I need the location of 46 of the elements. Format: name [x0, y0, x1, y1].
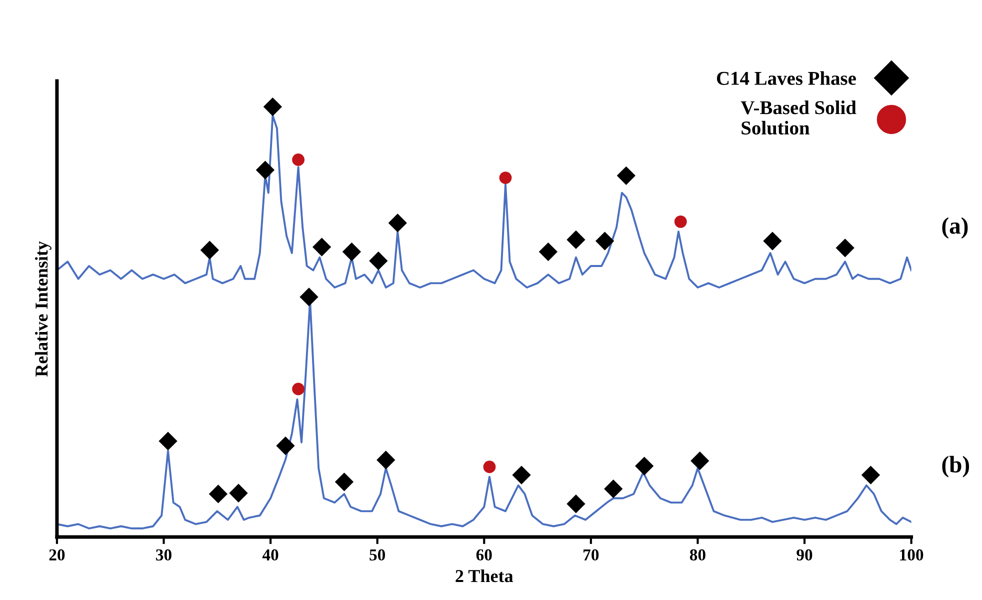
point	[836, 238, 854, 258]
point	[208, 484, 228, 504]
text: (b)	[942, 456, 970, 478]
x-tick-label: 20	[49, 549, 65, 561]
point	[690, 452, 710, 470]
point	[292, 382, 305, 396]
legend-label: V-Based Solid Solution	[740, 100, 856, 135]
point	[376, 450, 396, 470]
x-tick-label: 30	[156, 549, 172, 561]
point	[635, 456, 654, 476]
point	[276, 436, 295, 456]
point	[200, 240, 219, 260]
x-tick-label: 100	[900, 549, 924, 561]
point	[538, 242, 558, 262]
point	[292, 154, 305, 166]
point	[604, 480, 623, 498]
point	[566, 494, 586, 514]
point	[256, 160, 275, 180]
x-tick-label: 40	[262, 549, 278, 561]
point	[861, 466, 880, 484]
point	[566, 230, 586, 250]
point	[616, 166, 636, 185]
x-tick-label: 50	[370, 549, 386, 561]
point	[158, 432, 178, 450]
point	[674, 215, 687, 228]
point	[263, 97, 282, 116]
point	[388, 214, 407, 232]
point	[229, 484, 248, 502]
point	[763, 232, 782, 250]
x-tick-label: 90	[796, 549, 812, 561]
x-tick-label: 80	[690, 549, 706, 561]
x-axis-title: 2 Theta	[456, 569, 514, 582]
point	[369, 252, 388, 270]
point	[312, 238, 332, 256]
point	[342, 242, 362, 262]
x-tick-label: 60	[476, 549, 492, 561]
series-label: (a)	[942, 217, 968, 239]
x-tick-label: 70	[584, 549, 599, 561]
y-axis-title: Relative Intensity	[34, 241, 52, 377]
point	[334, 472, 354, 492]
point	[483, 460, 496, 474]
point	[512, 466, 531, 484]
legend-label: C14 Laves Phase	[716, 71, 856, 85]
point	[499, 172, 512, 184]
point	[595, 232, 614, 250]
point	[300, 288, 318, 306]
